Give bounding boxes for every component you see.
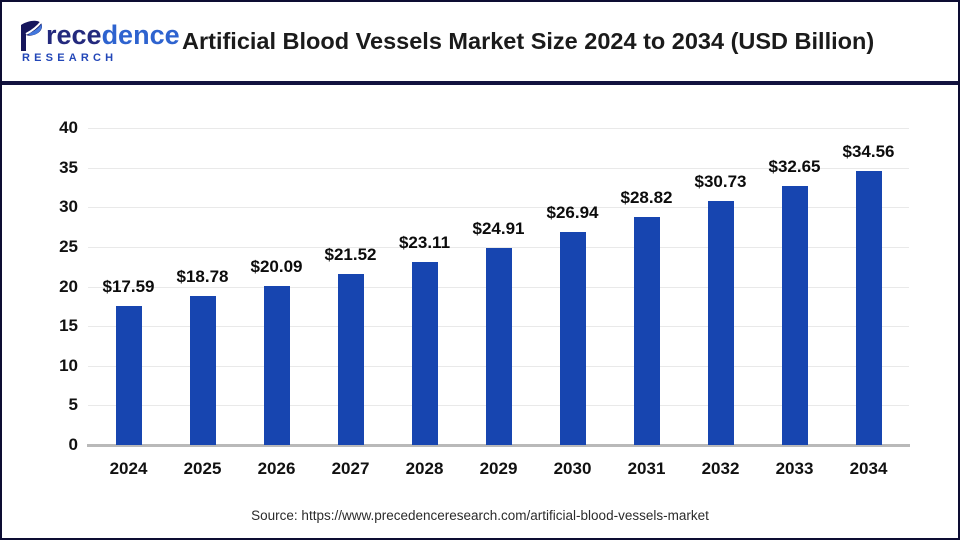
y-tick-label-30: 30: [59, 197, 78, 217]
data-label-2031: $28.82: [620, 187, 673, 207]
x-tick-label-2033: 2033: [775, 459, 814, 478]
x-tick-label-2029: 2029: [479, 459, 518, 478]
source-citation: Source: https://www.precedenceresearch.c…: [251, 508, 709, 523]
gridline-40: [88, 128, 909, 129]
x-tick-label-2025: 2025: [183, 459, 222, 478]
bar-2034: [855, 171, 882, 445]
y-tick-label-15: 15: [59, 316, 78, 336]
data-label-2026: $20.09: [250, 256, 303, 276]
brand-part1: rece: [46, 20, 102, 50]
data-label-2029: $24.91: [472, 218, 525, 238]
brand-subtitle: RESEARCH: [22, 52, 118, 64]
data-label-2025: $18.78: [176, 267, 229, 287]
chart-title: Artificial Blood Vessels Market Size 202…: [182, 27, 875, 54]
y-tick-label-35: 35: [59, 157, 78, 177]
gridline-35: [88, 167, 909, 169]
bar-2032: [707, 201, 734, 445]
x-tick-label-2028: 2028: [405, 459, 444, 478]
data-label-2027: $21.52: [324, 245, 377, 265]
header: recedence RESEARCH Artificial Blood Vess…: [2, 2, 958, 80]
brand-wordmark: recedence: [46, 20, 180, 50]
y-tick-label-5: 5: [68, 395, 78, 415]
x-tick-label-2034: 2034: [849, 459, 888, 478]
gridline-25: [88, 246, 909, 248]
data-label-2024: $17.59: [102, 276, 155, 296]
bar-2033: [781, 186, 808, 445]
bar-2031: [633, 216, 660, 445]
logo-wordmark-row: recedence: [18, 18, 180, 52]
data-label-2030: $26.94: [546, 202, 599, 222]
x-tick-label-2032: 2032: [701, 459, 740, 478]
data-label-2032: $30.73: [694, 172, 747, 192]
header-separator-line: [2, 81, 958, 85]
bar-2030: [559, 231, 586, 445]
bar-2029: [485, 247, 512, 445]
x-tick-label-2027: 2027: [331, 459, 370, 478]
bar-2027: [337, 274, 364, 445]
y-tick-label-10: 10: [59, 355, 78, 375]
precedence-leaf-icon: [18, 18, 46, 52]
data-label-2028: $23.11: [398, 232, 451, 252]
brand-part2: dence: [101, 20, 180, 50]
x-tick-label-2024: 2024: [109, 459, 148, 478]
x-tick-label-2031: 2031: [627, 459, 666, 478]
data-label-2034: $34.56: [842, 142, 895, 162]
y-tick-label-25: 25: [59, 236, 78, 256]
y-tick-label-40: 40: [59, 118, 78, 137]
data-label-2033: $32.65: [768, 157, 821, 177]
y-tick-label-0: 0: [68, 435, 78, 454]
y-tick-label-20: 20: [59, 276, 78, 296]
x-axis-line: [87, 444, 910, 447]
precedence-research-logo: recedence RESEARCH: [18, 18, 180, 64]
x-tick-label-2030: 2030: [553, 459, 592, 478]
bar-2026: [263, 285, 290, 445]
bar-2025: [189, 296, 216, 445]
x-tick-label-2026: 2026: [257, 459, 296, 478]
bar-2024: [115, 305, 142, 445]
gridline-30: [88, 207, 909, 209]
bar-2028: [411, 261, 438, 445]
